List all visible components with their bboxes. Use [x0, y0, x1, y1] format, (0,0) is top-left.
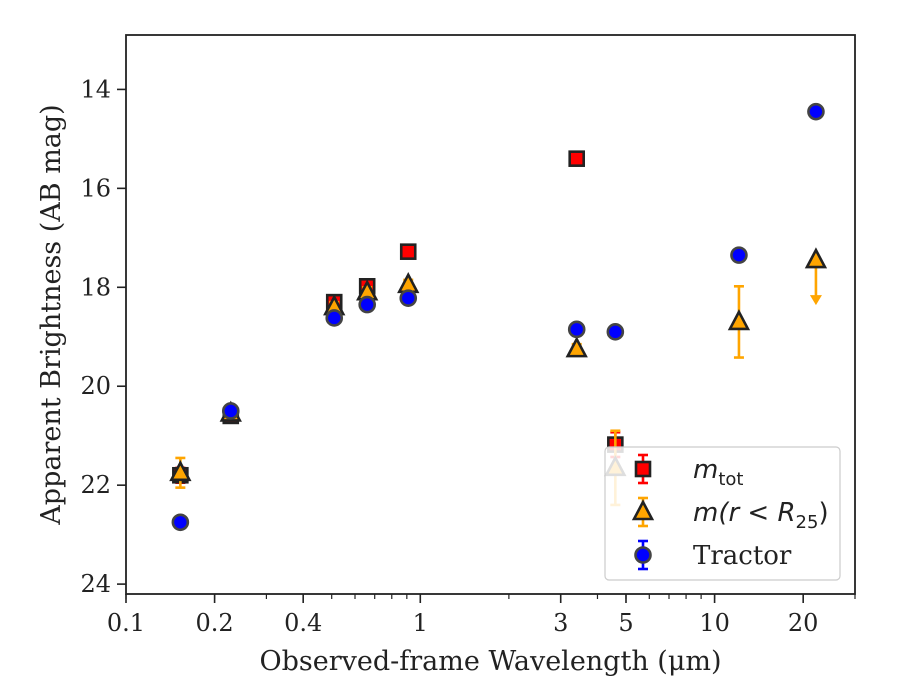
y-tick-label: 18: [80, 273, 111, 301]
x-tick-label: 0.4: [284, 609, 322, 637]
x-tick-label: 0.2: [196, 609, 234, 637]
x-tick-label: 5: [618, 609, 633, 637]
y-tick-label: 16: [80, 174, 111, 202]
y-axis-label: Apparent Brightness (AB mag): [36, 104, 67, 525]
data-point: [567, 320, 586, 339]
x-tick-label: 0.1: [107, 609, 145, 637]
tick-layer: 0.1 0.2 0.4 1 3 5 10 20 14 16 18 20 22 24: [80, 75, 856, 637]
series-square: [172, 150, 624, 484]
legend-marker: [631, 499, 655, 521]
x-tick-label: 20: [788, 609, 819, 637]
data-point: [325, 309, 344, 327]
data-point: [727, 309, 751, 331]
legend-label: Tractor: [693, 541, 792, 571]
series-circle: [171, 102, 825, 532]
y-tick-label: 14: [80, 75, 111, 103]
legend-marker: [634, 546, 652, 564]
legend-box: [604, 446, 841, 581]
data-point: [169, 460, 192, 482]
data-point: [399, 289, 418, 307]
legend-label: m(r < R25): [693, 498, 829, 533]
data-point: [358, 295, 376, 314]
x-tick-label: 3: [553, 609, 568, 637]
axes-frame: [125, 34, 856, 595]
data-point: [171, 513, 190, 532]
data-point: [804, 247, 828, 269]
data-point: [568, 150, 586, 167]
x-tick-label: 10: [699, 609, 730, 637]
y-tick-label: 24: [80, 570, 111, 598]
x-axis-label: Observed-frame Wavelength (μm): [259, 646, 721, 677]
upper-limit-arrowhead: [809, 295, 822, 306]
legend: mtot m(r < R25) Tractor: [604, 446, 841, 581]
data-point: [807, 102, 825, 121]
data-point: [730, 246, 748, 264]
x-tick-label: 1: [413, 609, 428, 637]
legend-label: mtot: [693, 455, 743, 490]
y-tick-label: 20: [80, 372, 111, 400]
data-point: [565, 336, 588, 358]
data-point: [606, 323, 625, 341]
data-point: [221, 402, 240, 420]
data-point: [397, 272, 420, 294]
legend-marker: [634, 460, 652, 478]
data-point: [399, 243, 417, 260]
y-tick-label: 22: [80, 471, 111, 499]
